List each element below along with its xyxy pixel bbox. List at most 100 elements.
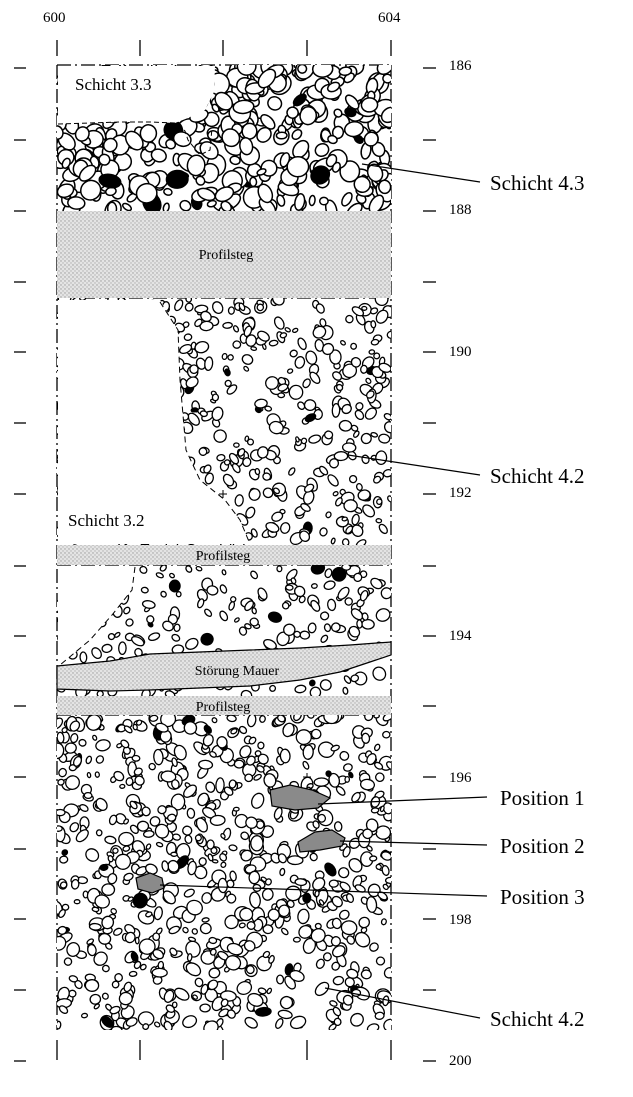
stone [327, 598, 337, 612]
stone [257, 987, 267, 995]
stone [338, 419, 353, 432]
stone [238, 626, 248, 636]
stone [329, 1000, 338, 1007]
stone [206, 839, 215, 850]
stone [337, 586, 350, 600]
stone [314, 890, 320, 898]
stone [306, 715, 315, 719]
stone [244, 435, 250, 442]
stone [375, 309, 389, 324]
stone [358, 916, 371, 929]
stone [182, 1015, 198, 1029]
stone [85, 848, 100, 862]
stone [257, 330, 270, 342]
stone [365, 390, 375, 399]
stone [339, 750, 350, 761]
position-1-area [269, 784, 332, 811]
stone [120, 739, 130, 749]
stone [135, 182, 158, 204]
position-1-label: Position 1 [500, 786, 585, 810]
stone [263, 638, 277, 650]
stone [211, 717, 218, 724]
stone [183, 888, 195, 898]
stone [57, 808, 66, 817]
stone [106, 201, 118, 211]
stone [236, 65, 257, 76]
stone [277, 392, 286, 399]
stone [57, 925, 68, 935]
stone [268, 420, 284, 435]
stone [170, 851, 178, 857]
stone [279, 522, 291, 534]
stone [366, 1023, 380, 1030]
stone [323, 623, 332, 633]
stone [339, 881, 351, 892]
stone [197, 792, 210, 807]
stone [226, 893, 237, 904]
stone [341, 538, 350, 545]
stone [257, 587, 268, 601]
stone [67, 196, 86, 210]
stone [131, 754, 141, 762]
stone [325, 511, 332, 519]
stone [355, 402, 364, 411]
stone [58, 1005, 69, 1014]
stone [250, 835, 264, 852]
stone [209, 750, 217, 758]
stone [381, 865, 390, 876]
stone [278, 904, 291, 918]
stone [124, 923, 136, 935]
stone [171, 633, 181, 642]
stone [245, 816, 258, 829]
stone [319, 611, 330, 621]
stone [216, 454, 226, 462]
stone [61, 157, 71, 169]
stone [289, 349, 298, 358]
stone [291, 327, 299, 334]
stone [211, 393, 220, 402]
stone [238, 302, 246, 312]
stone [330, 537, 336, 545]
stone [317, 813, 327, 823]
stone [361, 305, 368, 311]
profilsteg-label-3: Profilsteg [196, 700, 250, 715]
stone [251, 607, 257, 615]
stone [256, 168, 267, 176]
stone [145, 911, 153, 918]
stone [160, 590, 167, 598]
stone [57, 183, 75, 199]
stone [312, 325, 327, 339]
stone [323, 715, 339, 725]
stone [368, 349, 376, 355]
stone [344, 597, 353, 606]
stone [245, 334, 257, 347]
stone [333, 108, 343, 118]
stone [248, 870, 261, 885]
stone [218, 1008, 230, 1018]
stone [132, 723, 138, 731]
stone [286, 106, 299, 119]
stone [245, 965, 255, 975]
stone [91, 647, 102, 660]
stone [282, 722, 295, 738]
profilsteg-band-2 [57, 545, 391, 565]
stone [351, 513, 360, 526]
stone [308, 194, 316, 207]
stone [199, 1003, 211, 1013]
stone [194, 865, 208, 880]
stone [207, 130, 219, 141]
stone [59, 881, 68, 889]
stone [244, 600, 255, 612]
stone [376, 498, 383, 506]
stone [216, 736, 228, 749]
stone [375, 608, 391, 622]
stone [164, 690, 176, 696]
schicht-3-2-boundary [159, 301, 251, 545]
stone [309, 686, 322, 696]
stone [289, 1015, 307, 1030]
schicht-3-2-label: Schicht 3.2 [68, 511, 145, 530]
stone [142, 830, 155, 838]
stone [298, 595, 306, 604]
stone [186, 953, 193, 962]
stone [354, 409, 365, 421]
